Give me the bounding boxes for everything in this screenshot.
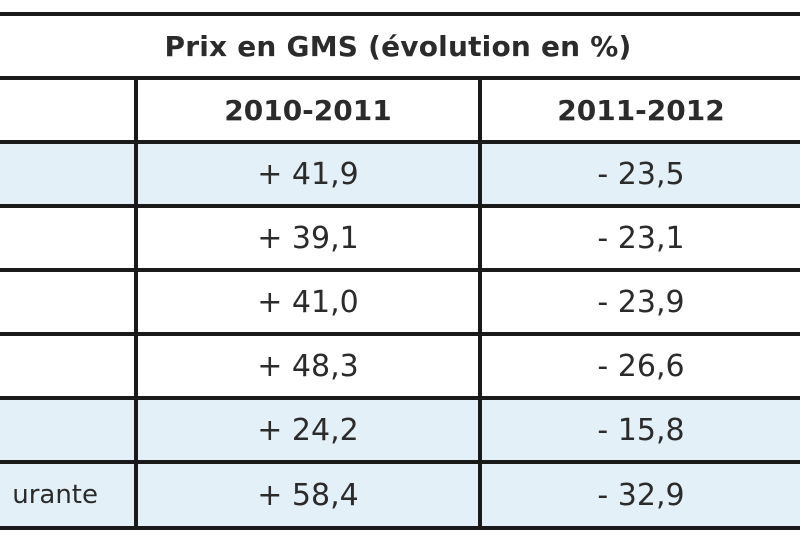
cell-2011-2012: - 15,8 [482, 400, 800, 464]
cell-2010-2011: + 41,0 [138, 272, 482, 336]
header-cell-label [0, 80, 138, 144]
table-row: urante + 58,4 - 32,9 [0, 464, 800, 530]
cell-2011-2012: - 32,9 [482, 464, 800, 530]
table-row: + 48,3 - 26,6 [0, 336, 800, 400]
table-row: + 39,1 - 23,1 [0, 208, 800, 272]
row-label: urante [0, 464, 138, 530]
price-evolution-table: Prix en GMS (évolution en %) 2010-2011 2… [0, 12, 800, 530]
cell-2011-2012: - 23,5 [482, 144, 800, 208]
cell-2010-2011: + 39,1 [138, 208, 482, 272]
cell-2010-2011: + 48,3 [138, 336, 482, 400]
table-row: + 41,0 - 23,9 [0, 272, 800, 336]
cell-2011-2012: - 23,9 [482, 272, 800, 336]
price-table-container: Prix en GMS (évolution en %) 2010-2011 2… [0, 12, 800, 530]
cell-2010-2011: + 41,9 [138, 144, 482, 208]
row-label [0, 400, 138, 464]
row-label [0, 144, 138, 208]
table-row: + 24,2 - 15,8 [0, 400, 800, 464]
header-cell-2010-2011: 2010-2011 [138, 80, 482, 144]
row-label [0, 272, 138, 336]
cell-2010-2011: + 24,2 [138, 400, 482, 464]
cell-2010-2011: + 58,4 [138, 464, 482, 530]
cell-2011-2012: - 26,6 [482, 336, 800, 400]
header-cell-2011-2012: 2011-2012 [482, 80, 800, 144]
table-row: + 41,9 - 23,5 [0, 144, 800, 208]
row-label [0, 208, 138, 272]
cell-2011-2012: - 23,1 [482, 208, 800, 272]
row-label [0, 336, 138, 400]
table-title: Prix en GMS (évolution en %) [0, 12, 800, 80]
